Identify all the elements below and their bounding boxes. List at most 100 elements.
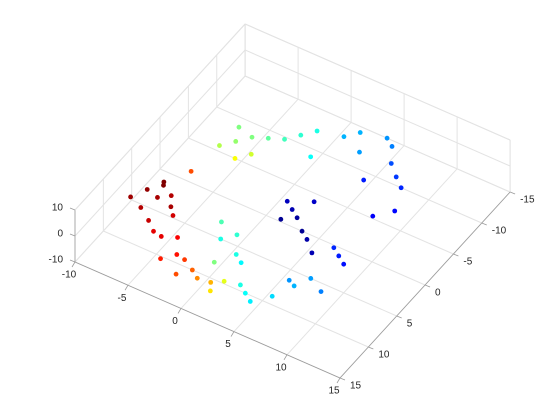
point	[155, 195, 160, 200]
point	[168, 193, 174, 199]
point	[238, 282, 243, 288]
x-tick-label: 10	[275, 362, 287, 373]
point	[398, 185, 404, 191]
point	[170, 213, 176, 218]
y-tick-label: 10	[378, 350, 390, 361]
point	[341, 261, 347, 267]
y-tick-label: -5	[463, 257, 472, 268]
grid-line	[244, 75, 511, 193]
point	[232, 156, 238, 161]
point	[389, 144, 395, 149]
point	[174, 252, 180, 257]
point	[242, 290, 248, 296]
tick-mark	[71, 261, 76, 268]
point	[361, 177, 367, 183]
point	[146, 218, 151, 223]
point	[357, 130, 363, 135]
point	[336, 253, 342, 259]
point	[286, 277, 292, 283]
point	[158, 234, 164, 239]
y-tick-label: 0	[435, 288, 441, 299]
point	[182, 257, 187, 263]
point	[218, 236, 224, 242]
point	[233, 139, 239, 144]
grid-line	[74, 49, 246, 237]
tick-mark	[230, 331, 235, 337]
point	[161, 179, 167, 185]
y-tick-label: -15	[520, 195, 535, 206]
point	[207, 288, 213, 294]
point	[217, 143, 222, 148]
point	[289, 207, 295, 212]
x-tick-label: 0	[172, 316, 178, 327]
point	[248, 151, 254, 157]
point	[219, 219, 224, 225]
point	[158, 256, 163, 262]
point	[211, 259, 217, 265]
tick-mark	[368, 346, 374, 350]
tick-mark	[339, 377, 346, 381]
tick-mark	[509, 191, 516, 195]
y-tick-label: 5	[407, 319, 413, 330]
point	[308, 276, 314, 281]
point	[309, 250, 315, 256]
tick-mark	[481, 222, 487, 226]
point	[341, 134, 347, 140]
y-tick-label: -10	[492, 226, 507, 237]
grid-line	[159, 168, 426, 286]
point	[294, 215, 300, 221]
point	[304, 237, 310, 242]
z-tick-label: 10	[52, 203, 64, 214]
point	[168, 204, 174, 210]
box-edge	[244, 23, 511, 141]
point	[311, 199, 317, 205]
x-tick-label: 5	[225, 339, 231, 350]
tick-mark	[69, 233, 76, 237]
point	[384, 135, 390, 141]
point	[265, 135, 271, 141]
point	[151, 228, 156, 234]
point	[194, 275, 200, 281]
grid-line	[131, 199, 397, 317]
grid-line	[103, 230, 369, 348]
point	[208, 279, 214, 285]
point	[314, 128, 320, 134]
point	[284, 198, 290, 204]
point	[233, 252, 239, 257]
point	[392, 208, 398, 214]
point	[249, 134, 255, 140]
tick-mark	[453, 253, 459, 257]
point	[308, 154, 314, 160]
tick-mark	[396, 315, 402, 319]
point	[291, 283, 297, 289]
tick-mark	[283, 354, 288, 361]
point	[318, 289, 324, 294]
grid-line	[216, 106, 482, 224]
point	[357, 149, 362, 155]
tick-mark	[124, 284, 129, 291]
y-tick-label: 15	[350, 381, 362, 392]
x-tick-label: -5	[118, 293, 127, 304]
box-edge	[74, 23, 246, 211]
point	[128, 194, 133, 200]
point	[234, 232, 240, 238]
point	[247, 299, 253, 304]
z-tick-label: -10	[49, 255, 64, 266]
point	[331, 245, 337, 251]
tick-mark	[69, 207, 76, 211]
point	[173, 271, 179, 277]
grid-line	[74, 75, 246, 263]
tick-mark	[424, 284, 431, 288]
grid-line	[244, 49, 511, 167]
point	[298, 132, 304, 138]
point	[188, 168, 194, 174]
axis-line	[74, 261, 341, 379]
point	[282, 136, 287, 142]
point	[269, 293, 275, 299]
point	[370, 213, 376, 219]
point	[388, 161, 394, 166]
point	[278, 216, 284, 222]
point	[189, 267, 195, 273]
point	[393, 174, 399, 180]
